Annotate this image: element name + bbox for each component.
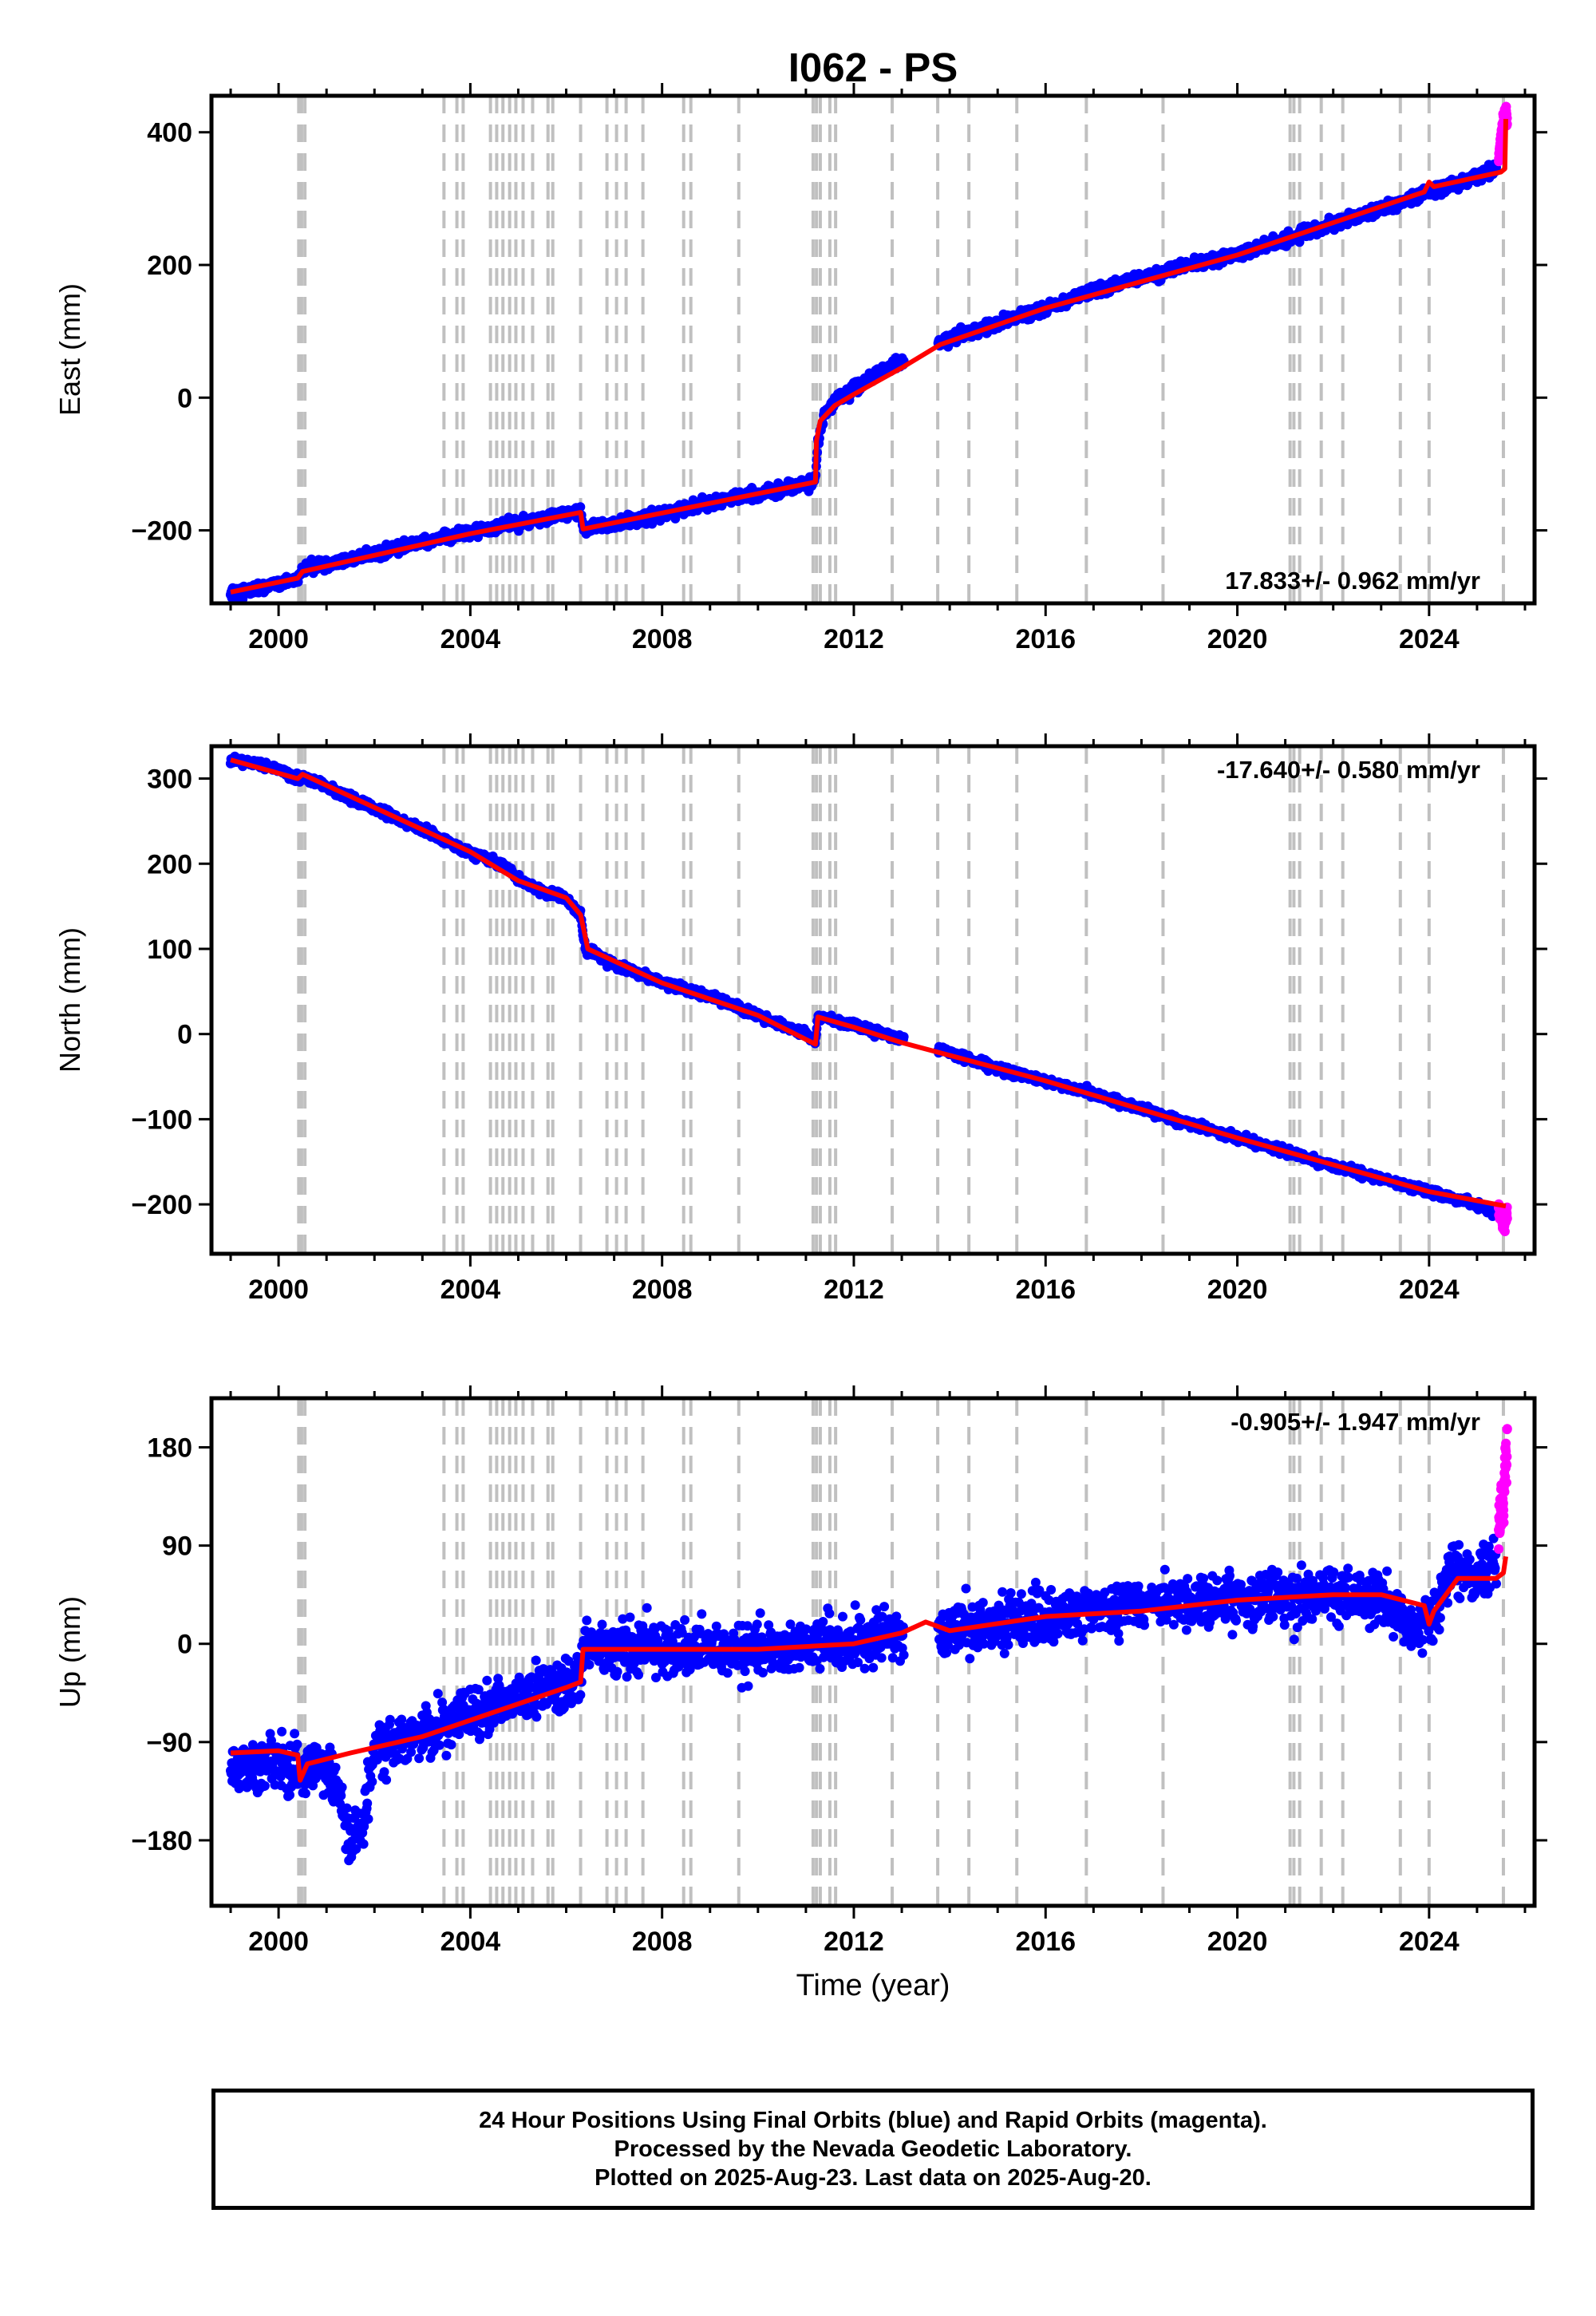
north-plot-area [225, 751, 1512, 1236]
north-plot-frame [209, 744, 1537, 1256]
data-point [1294, 237, 1305, 247]
east-x-tick-label: 2012 [824, 624, 884, 654]
east-panel: 2000 2004 2008 2012 2016 2020 2024 −200 0 200 400 E… [53, 83, 1547, 654]
east-final-orbits-points [225, 159, 1501, 603]
east-y-tick-label: 0 [177, 383, 192, 413]
data-point [1502, 1213, 1512, 1223]
east-y-tick-label: 400 [147, 118, 192, 148]
east-x-tick-label: 2020 [1207, 624, 1268, 654]
data-point [1495, 148, 1505, 158]
north-model-line [230, 757, 1507, 1209]
east-plot-frame [209, 93, 1537, 606]
data-point [575, 502, 586, 512]
east-plot-area [225, 101, 1512, 603]
east-model-line [230, 119, 1508, 595]
east-y-tick-label: 200 [147, 251, 192, 281]
data-point [899, 1032, 909, 1042]
east-rate-annotation: 17.833+/- 0.962 mm/yr [1225, 567, 1480, 595]
north-final-orbits-points [225, 751, 1501, 1221]
east-x-tick-label: 2016 [1015, 624, 1076, 654]
data-point [1499, 1227, 1510, 1236]
east-x-tick-label: 2000 [248, 624, 309, 654]
east-x-tick-label: 2004 [440, 624, 501, 654]
page-title: I062 - PS [788, 45, 958, 90]
north-panel: 2000 2004 2008 2012 2016 2020 2024−200−1000100… [53, 733, 1547, 1305]
east-x-tick-label: 2008 [632, 624, 693, 654]
east-y-tick-label: −200 [131, 516, 192, 547]
east-x-tick-label: 2024 [1399, 624, 1460, 654]
east-y-axis-label: East (mm) [53, 283, 86, 416]
